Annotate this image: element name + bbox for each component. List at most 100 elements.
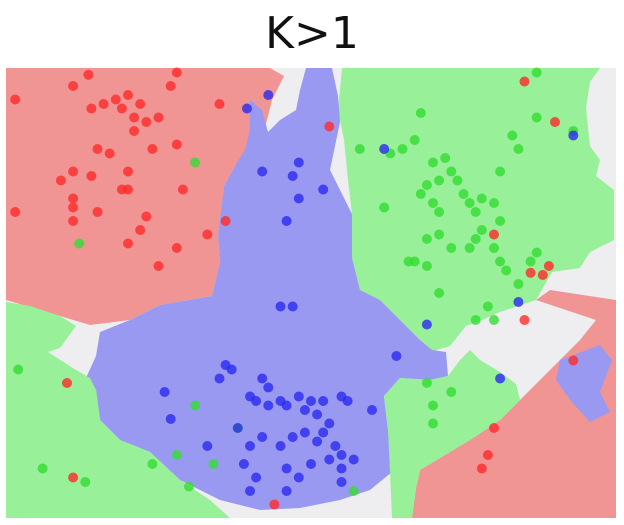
red-point (83, 69, 94, 80)
green-point (495, 216, 506, 226)
red-point (543, 261, 554, 271)
red-point (123, 166, 133, 177)
green-point (80, 477, 91, 487)
red-point (489, 423, 499, 433)
red-point (62, 378, 72, 388)
red-point (519, 315, 530, 325)
red-point (110, 94, 121, 105)
blue-point (220, 360, 231, 370)
red-point (86, 171, 97, 181)
green-point (397, 144, 408, 154)
red-region-bottom-right (412, 290, 616, 518)
green-point (489, 315, 499, 325)
blue-point (251, 472, 262, 483)
green-point (208, 459, 219, 469)
red-point (171, 67, 182, 78)
blue-point (324, 454, 335, 465)
blue-point (263, 90, 274, 100)
blue-point (495, 373, 506, 384)
green-point (476, 193, 487, 204)
green-point (354, 144, 365, 154)
blue-point (336, 463, 347, 474)
green-point (415, 189, 426, 199)
red-point (135, 99, 146, 109)
blue-point (318, 427, 329, 438)
blue-point (257, 373, 268, 384)
blue-point (275, 441, 286, 451)
blue-point (245, 486, 255, 496)
red-point (202, 229, 213, 240)
green-point (403, 256, 414, 267)
blue-point (421, 319, 432, 330)
green-point (434, 288, 445, 298)
red-point (324, 121, 335, 132)
red-point (68, 472, 79, 483)
green-point (184, 481, 194, 492)
red-point (153, 261, 164, 271)
blue-point (293, 391, 304, 402)
blue-point (242, 103, 252, 114)
blue-point (287, 432, 298, 442)
red-point (525, 267, 536, 278)
green-point (482, 301, 493, 312)
blue-point (299, 427, 310, 438)
blue-point (293, 472, 304, 483)
green-point (446, 387, 457, 397)
blue-point (287, 171, 298, 181)
green-point (13, 364, 24, 375)
red-point (482, 450, 493, 460)
blue-point (324, 418, 335, 429)
blue-point (318, 396, 329, 406)
red-point (165, 81, 176, 91)
green-point (464, 243, 475, 253)
blue-point (275, 301, 286, 312)
blue-point (281, 463, 292, 474)
blue-point (513, 297, 524, 307)
blue-point (232, 423, 243, 433)
green-point (421, 378, 432, 388)
green-point (190, 157, 201, 168)
figure-title: K>1 (265, 7, 359, 59)
red-point (141, 117, 152, 127)
red-point (141, 211, 152, 222)
blue-point (312, 409, 323, 420)
blue-point (281, 400, 292, 411)
green-point (348, 486, 359, 496)
green-point (147, 459, 158, 469)
red-point (489, 229, 499, 240)
red-region-top-left (6, 68, 284, 325)
red-point (129, 112, 140, 123)
green-region-mid-right (384, 350, 520, 518)
blue-point (245, 441, 255, 451)
green-point (434, 207, 445, 217)
green-point (531, 112, 542, 123)
green-point (525, 256, 536, 267)
blue-point (251, 396, 262, 406)
blue-point (257, 432, 268, 442)
blue-point (159, 387, 170, 397)
green-point (434, 229, 445, 240)
blue-point (281, 486, 292, 496)
blue-point (299, 405, 310, 415)
green-point (421, 261, 432, 271)
red-point (68, 166, 79, 177)
data-points (10, 67, 579, 510)
green-point (501, 265, 512, 276)
blue-point (336, 450, 347, 460)
red-point (68, 216, 79, 226)
blue-point (238, 459, 249, 469)
red-point (476, 463, 487, 474)
blue-point (318, 184, 329, 195)
red-point (68, 81, 79, 91)
red-point (519, 76, 530, 87)
green-region-bottom-left (6, 302, 230, 518)
green-point (464, 198, 475, 208)
red-point (568, 355, 579, 366)
green-point (489, 198, 499, 208)
green-point (379, 202, 390, 213)
red-point (550, 117, 560, 127)
green-point (415, 108, 426, 118)
green-point (513, 279, 524, 289)
green-point (495, 166, 506, 177)
red-point (68, 202, 79, 213)
